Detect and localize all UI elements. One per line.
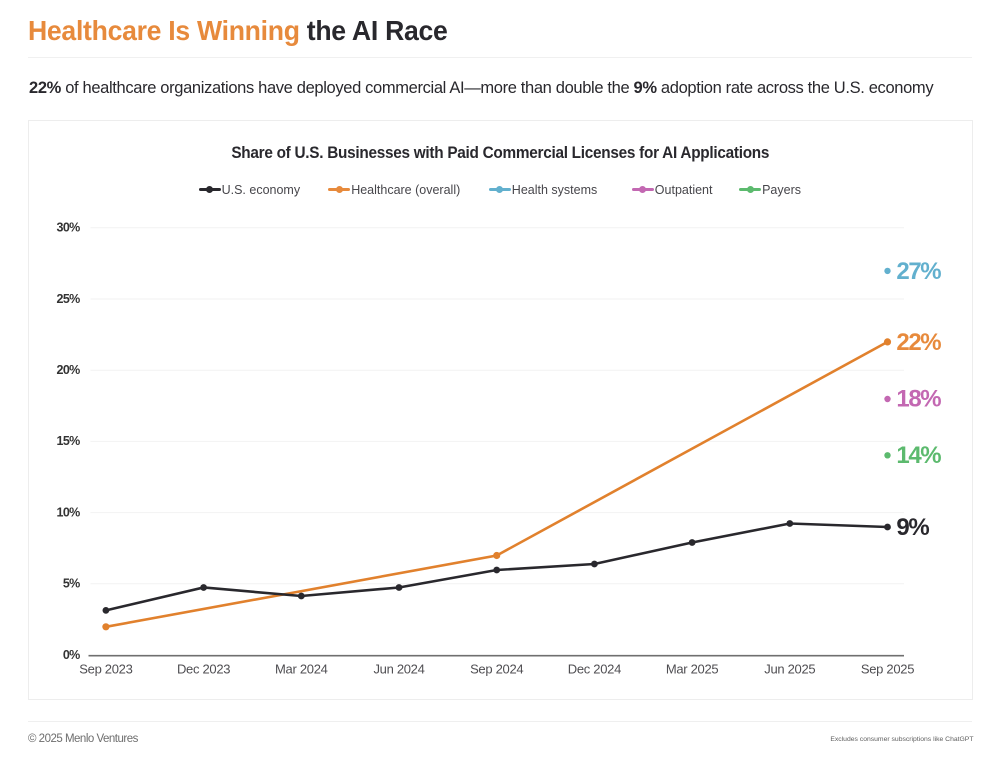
svg-text:Mar 2025: Mar 2025: [666, 662, 719, 677]
svg-text:15%: 15%: [56, 434, 80, 448]
svg-text:27%: 27%: [896, 258, 941, 285]
svg-text:Sep 2025: Sep 2025: [861, 662, 914, 677]
svg-text:20%: 20%: [56, 363, 80, 377]
svg-text:Sep 2024: Sep 2024: [470, 662, 523, 677]
svg-text:Jun 2025: Jun 2025: [764, 662, 815, 677]
svg-text:Dec 2023: Dec 2023: [177, 662, 230, 677]
svg-text:9%: 9%: [896, 514, 929, 541]
svg-text:0%: 0%: [63, 648, 80, 662]
svg-text:5%: 5%: [63, 577, 80, 591]
svg-text:Mar 2024: Mar 2024: [275, 662, 328, 677]
svg-text:25%: 25%: [56, 292, 80, 306]
svg-text:Dec 2024: Dec 2024: [568, 662, 621, 677]
svg-text:10%: 10%: [56, 505, 80, 519]
svg-text:18%: 18%: [896, 385, 941, 412]
svg-text:22%: 22%: [896, 329, 941, 356]
svg-text:14%: 14%: [896, 442, 941, 469]
svg-text:Sep 2023: Sep 2023: [79, 662, 132, 677]
svg-text:Jun 2024: Jun 2024: [373, 662, 424, 677]
svg-text:30%: 30%: [56, 221, 80, 235]
